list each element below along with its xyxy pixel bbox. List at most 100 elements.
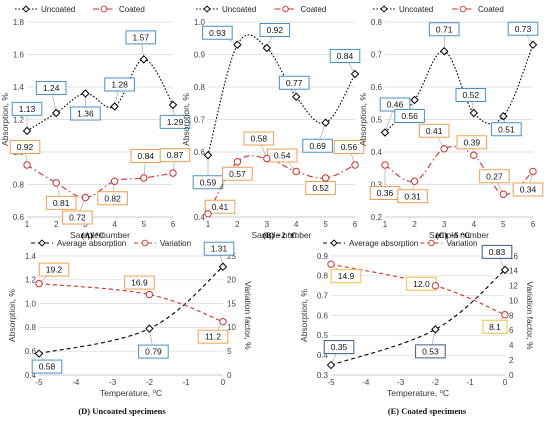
data-label: 0.58 <box>251 134 268 144</box>
y-tick-label: 0.9 <box>317 252 329 261</box>
data-label-box <box>31 359 63 374</box>
data-label: 11.2 <box>205 332 221 342</box>
data-label: 0.41 <box>426 126 443 136</box>
y2-tick-label: 20 <box>227 276 236 285</box>
data-label-box <box>512 182 544 197</box>
data-label: 1.57 <box>133 32 150 42</box>
data-label-box <box>38 262 70 277</box>
y-tick-label: 0.8 <box>25 323 37 332</box>
data-point <box>499 112 508 121</box>
data-label-box <box>204 199 236 214</box>
y2-tick-label: 6 <box>509 326 514 335</box>
x-tick-label: 5 <box>142 220 147 229</box>
data-label: 12.0 <box>413 279 430 289</box>
y2-tick-label: 16 <box>509 252 518 261</box>
x-tick-label: -4 <box>362 378 370 387</box>
data-point <box>292 167 300 176</box>
data-label: 1.24 <box>43 83 60 93</box>
y-tick-label: 0.2 <box>371 213 383 222</box>
y-tick-label: 0.6 <box>371 83 383 92</box>
data-label-box <box>70 106 101 121</box>
y-tick-label: 0.8 <box>317 272 329 281</box>
y2-tick-label: 2 <box>509 356 514 365</box>
y2-tick-label: 5 <box>227 347 232 356</box>
legend-label: Coated <box>478 5 504 14</box>
data-point <box>23 161 31 169</box>
data-label-box <box>259 23 291 37</box>
y-tick-label: 1.0 <box>25 299 37 308</box>
data-label-box <box>62 210 93 225</box>
data-label: 0.92 <box>17 142 34 152</box>
data-label: 0.35 <box>331 342 348 352</box>
data-label: 0.56 <box>341 142 358 152</box>
data-point <box>440 145 448 153</box>
data-label: 0.36 <box>377 188 394 198</box>
x-tick-label: 2 <box>54 220 59 229</box>
y2-tick-label: 0 <box>227 371 232 380</box>
data-label: 0.34 <box>520 185 537 195</box>
x-tick-label: -1 <box>183 378 191 387</box>
data-label: 0.93 <box>209 28 226 38</box>
y-tick-label: 0.4 <box>317 351 329 360</box>
data-point <box>139 55 149 64</box>
x-tick-label: 3 <box>442 220 447 229</box>
data-point <box>35 279 43 288</box>
data-point <box>219 317 227 326</box>
data-label: 0.72 <box>69 213 86 223</box>
data-label-box <box>491 122 522 137</box>
y-axis-label: Absorption, % <box>299 289 309 342</box>
data-point <box>431 282 440 290</box>
x-tick-label: -3 <box>397 378 405 387</box>
x-tick-label: -5 <box>327 378 335 387</box>
data-point <box>262 43 272 53</box>
legend-entry: Coated <box>274 5 326 14</box>
data-label: 0.81 <box>53 198 70 208</box>
data-point <box>81 193 90 202</box>
data-label: 0.52 <box>463 90 480 100</box>
data-label-box <box>192 175 224 190</box>
data-point <box>233 158 242 166</box>
data-point <box>110 102 119 111</box>
data-label: 0.46 <box>387 100 404 110</box>
data-point <box>81 89 90 98</box>
data-label: 0.82 <box>104 193 121 203</box>
data-label: 0.79 <box>145 347 162 357</box>
data-label: 0.52 <box>312 183 329 193</box>
legend-marker <box>100 5 108 13</box>
panel-caption: (A) °C <box>81 230 104 240</box>
data-point <box>439 47 449 56</box>
x-tick-label: 6 <box>531 220 536 229</box>
data-label: 0.87 <box>167 150 184 160</box>
data-point <box>168 100 178 110</box>
legend-marker <box>22 5 30 13</box>
data-label-box <box>323 340 355 355</box>
data-label-box <box>397 189 428 204</box>
x-tick-label: 1 <box>206 220 211 229</box>
data-point <box>499 190 508 198</box>
x-axis-label: Temperature, ⁰C <box>387 388 449 398</box>
legend-label: Uncoated <box>222 5 256 14</box>
data-label-box <box>333 140 365 154</box>
y-tick-label: 0.7 <box>194 115 206 124</box>
data-label-box <box>45 195 77 210</box>
data-point <box>233 40 242 49</box>
y-tick-label: 0.8 <box>371 18 383 27</box>
legend-marker <box>330 239 338 247</box>
y-tick-label: 1.0 <box>194 18 206 27</box>
series-line <box>38 283 224 323</box>
legend-label: Average absorption <box>57 239 126 248</box>
y-tick-label: 0.7 <box>371 50 383 59</box>
y-tick-label: 0.3 <box>317 371 329 380</box>
data-label: 14.9 <box>338 271 355 281</box>
data-label-box <box>11 101 43 116</box>
data-label-box <box>481 244 513 259</box>
data-label: 0.73 <box>515 24 532 34</box>
chart-panel-4: 0.4 0.6 0.8 1.0 1.2 1.4 0 5 10 15 20 25 -5 -4 -3 -2 -1 0 T… <box>7 239 253 416</box>
data-label: 0.83 <box>489 247 506 257</box>
data-label-box <box>479 169 510 184</box>
y-axis-label: Absorption, % <box>358 93 368 146</box>
legend-marker <box>380 5 388 13</box>
legend-label: Variation <box>446 239 477 248</box>
y2-tick-label: 8 <box>509 311 514 320</box>
